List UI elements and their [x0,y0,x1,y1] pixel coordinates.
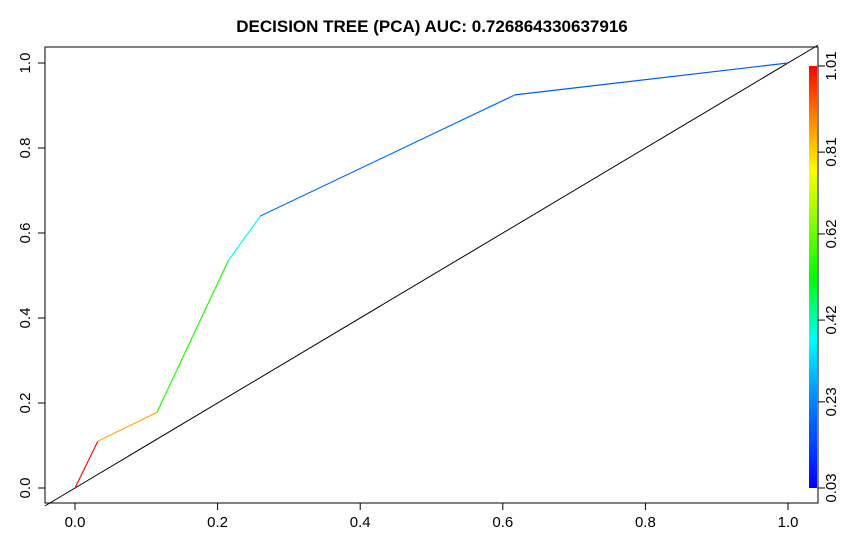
roc-segment [156,260,229,413]
diagonal-reference-line [44,44,819,507]
y-tick-label: 0.6 [17,223,34,244]
x-tick-label: 1.0 [778,514,799,531]
colorbar [809,66,817,488]
roc-segment [74,440,99,489]
x-tick-label: 0.6 [492,514,513,531]
x-tick-label: 0.0 [65,514,86,531]
colorbar-tick-label: 0.62 [823,219,840,248]
colorbar-tick-label: 0.81 [823,138,840,167]
roc-segment [260,94,516,217]
y-tick-label: 1.0 [17,53,34,74]
x-axis: 0.0 0.2 0.4 0.6 0.8 1.0 [65,502,799,531]
y-axis: 0.0 0.2 0.4 0.6 0.8 1.0 [17,53,46,499]
roc-curve [74,62,789,489]
colorbar-tick-label: 0.03 [823,473,840,502]
diagonal-line [44,44,819,507]
x-tick-label: 0.4 [350,514,371,531]
y-tick-label: 0.8 [17,138,34,159]
x-tick-label: 0.8 [635,514,656,531]
roc-segment [227,215,261,261]
y-tick-label: 0.0 [17,478,34,499]
y-tick-label: 0.4 [17,308,34,329]
colorbar-tick-label: 1.01 [823,51,840,80]
x-tick-label: 0.2 [207,514,228,531]
y-tick-label: 0.2 [17,393,34,414]
chart-title: DECISION TREE (PCA) AUC: 0.7268643306379… [236,17,627,36]
roc-segment [97,411,158,442]
roc-segment [514,62,789,96]
colorbar-tick-label: 0.42 [823,305,840,334]
colorbar-tick-label: 0.23 [823,387,840,416]
colorbar-axis: 0.03 0.23 0.42 0.62 0.81 1.01 [817,51,840,503]
